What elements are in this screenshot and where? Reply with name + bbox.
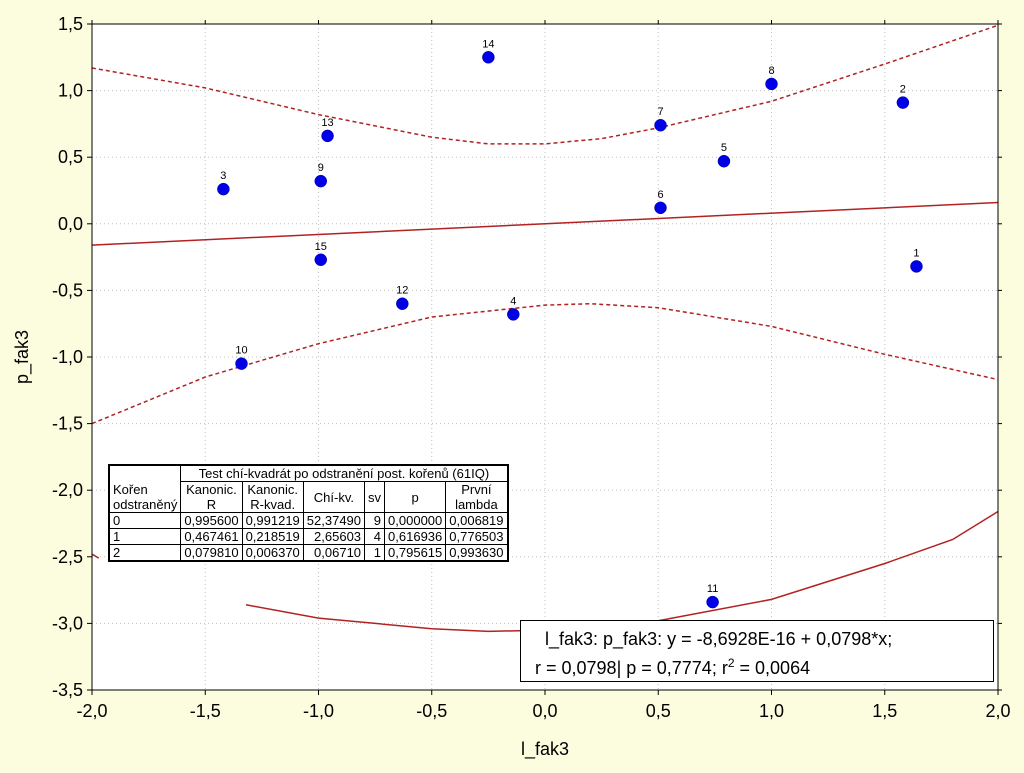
point-label: 5 bbox=[721, 142, 727, 154]
data-point bbox=[507, 308, 520, 321]
data-point bbox=[235, 357, 248, 370]
data-point bbox=[706, 595, 719, 609]
point-label: 3 bbox=[220, 170, 226, 182]
data-point bbox=[654, 118, 667, 132]
table-title: Test chí-kvadrát po odstranění post. koř… bbox=[180, 464, 508, 482]
regression-stats: r = 0,0798| p = 0,7774; r2 = 0,0064 bbox=[535, 651, 993, 680]
x-tick-label: -1,5 bbox=[190, 701, 221, 721]
y-tick-label: -1,0 bbox=[52, 347, 83, 367]
confidence-band-lower bbox=[92, 302, 998, 425]
point-label: 4 bbox=[510, 295, 516, 307]
data-point bbox=[321, 129, 334, 143]
confidence-band-upper bbox=[92, 24, 998, 145]
data-point bbox=[654, 201, 667, 215]
data-point bbox=[396, 297, 409, 310]
y-tick-label: 0,5 bbox=[58, 147, 83, 167]
point-label: 7 bbox=[657, 106, 663, 118]
data-point bbox=[896, 96, 910, 109]
y-tick-label: -2,0 bbox=[52, 480, 83, 500]
corner-line1: Kořen bbox=[113, 482, 148, 497]
x-tick-label: 2,0 bbox=[985, 701, 1010, 721]
data-point bbox=[217, 182, 230, 196]
y-tick-label: -2,5 bbox=[52, 547, 83, 567]
point-label: 8 bbox=[768, 65, 774, 77]
y-tick-label: -1,5 bbox=[52, 414, 83, 434]
col-header-chi: Chí-kv. bbox=[302, 481, 366, 513]
x-axis-label: l_fak3 bbox=[521, 739, 569, 760]
point-label: 15 bbox=[315, 241, 327, 253]
x-tick-label: 1,0 bbox=[759, 701, 784, 721]
regression-stats-sup: 2 bbox=[727, 656, 735, 670]
col-header-p: p bbox=[384, 481, 447, 513]
col-header-r2: Kanonic. R-kvad. bbox=[241, 481, 304, 513]
point-label: 11 bbox=[707, 583, 718, 595]
data-point bbox=[314, 253, 328, 267]
col-header-lambda: První lambda bbox=[445, 481, 508, 513]
point-label: 12 bbox=[396, 285, 408, 297]
data-point bbox=[482, 51, 495, 64]
edge-tick bbox=[92, 553, 100, 559]
point-label: 9 bbox=[318, 162, 324, 174]
chi-square-table: Kořen odstraněný Test chí-kvadrát po ods… bbox=[108, 464, 509, 562]
point-label: 13 bbox=[321, 117, 333, 129]
x-tick-label: -2,0 bbox=[76, 701, 107, 721]
regression-equation: l_fak3: p_fak3: y = -8,6928E-16 + 0,0798… bbox=[545, 629, 893, 649]
x-tick-label: -0,5 bbox=[416, 701, 447, 721]
x-tick-label: -1,0 bbox=[303, 701, 334, 721]
y-tick-label: 0,0 bbox=[58, 214, 83, 234]
table-row: 2 0,079810 0,006370 0,06710 1 0,795615 0… bbox=[108, 544, 508, 562]
curve-group bbox=[92, 24, 998, 633]
y-axis-label: p_fak3 bbox=[12, 330, 33, 384]
point-label: 10 bbox=[235, 345, 247, 357]
point-label: 1 bbox=[913, 247, 919, 259]
x-tick-label: 0,0 bbox=[532, 701, 557, 721]
x-tick-label: 1,5 bbox=[872, 701, 897, 721]
corner-line2: odstraněný bbox=[113, 497, 178, 512]
table-title-row: Kořen odstraněný Test chí-kvadrát po ods… bbox=[108, 464, 508, 513]
table-row: 0 0,995600 0,991219 52,37490 9 0,000000 … bbox=[108, 512, 508, 529]
regression-stats-suffix: = 0,0064 bbox=[734, 658, 811, 678]
col-header-sv: sv bbox=[364, 481, 386, 513]
col-header-r: Kanonic. R bbox=[180, 481, 243, 513]
y-tick-label: 1,0 bbox=[58, 81, 83, 101]
data-point bbox=[910, 260, 923, 273]
y-tick-label: -3,0 bbox=[52, 613, 83, 633]
point-label: 14 bbox=[482, 38, 494, 50]
x-tick-label: 0,5 bbox=[646, 701, 671, 721]
y-tick-label: 1,5 bbox=[58, 14, 83, 34]
corner-header: Kořen odstraněný bbox=[108, 464, 182, 513]
y-tick-label: -3,5 bbox=[52, 680, 83, 700]
regression-line bbox=[92, 201, 998, 246]
data-point bbox=[765, 77, 778, 91]
y-tick-label: -0,5 bbox=[52, 280, 83, 300]
data-point bbox=[314, 174, 328, 188]
point-label: 6 bbox=[657, 189, 663, 201]
table-header-row: Kanonic. R Kanonic. R-kvad. Chí-kv. sv p P… bbox=[109, 481, 508, 513]
regression-legend: l_fak3: p_fak3: y = -8,6928E-16 + 0,0798… bbox=[520, 620, 994, 682]
table-row: 1 0,467461 0,218519 2,65603 4 0,616936 0… bbox=[108, 528, 508, 545]
regression-stats-prefix: r = 0,0798| p = 0,7774; r bbox=[535, 658, 728, 678]
data-point bbox=[717, 154, 731, 168]
point-label: 2 bbox=[900, 84, 906, 96]
